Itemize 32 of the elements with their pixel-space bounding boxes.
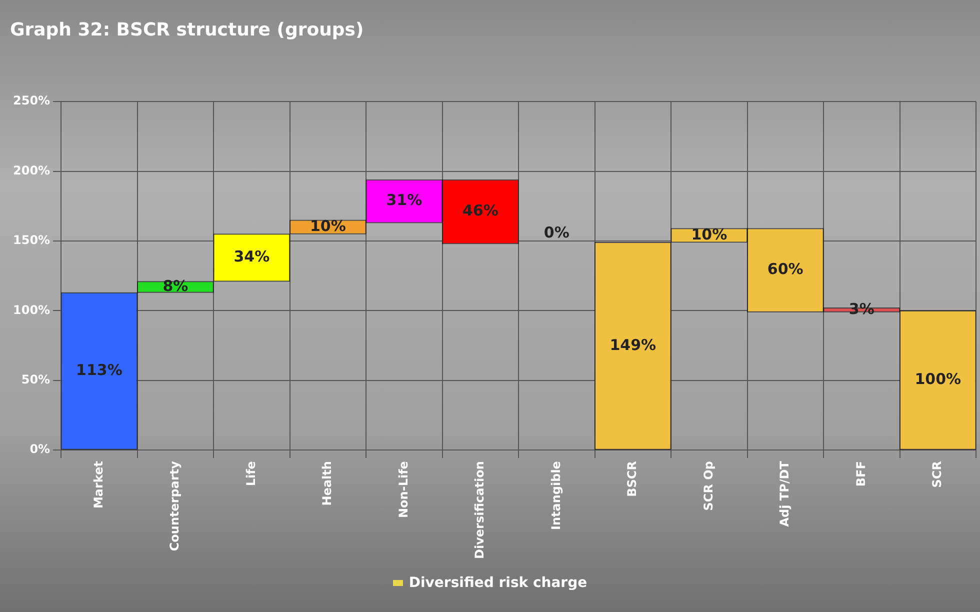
y-tick-label: 50% [21, 372, 50, 386]
x-tick-label: SCR Op [701, 460, 716, 511]
data-label: 46% [462, 202, 498, 220]
data-label: 0% [544, 224, 570, 242]
x-tick-label: Adj TP/DT [778, 460, 792, 527]
data-label: 34% [234, 248, 270, 266]
x-tick-label: SCR [930, 461, 944, 488]
data-label: 10% [310, 216, 346, 235]
x-tick-label: Life [244, 461, 258, 486]
y-tick-label: 0% [30, 442, 50, 456]
data-label: 31% [386, 191, 422, 210]
x-tick-label: Counterparty [168, 460, 182, 552]
data-label: 113% [76, 360, 122, 379]
x-tick-label: BFF [854, 461, 868, 487]
x-tick-label: Diversification [472, 461, 487, 559]
data-label: 10% [691, 225, 728, 244]
x-tick-label: Intangible [548, 461, 563, 530]
data-label: 149% [610, 336, 656, 354]
x-tick-label: Health [320, 461, 334, 506]
y-tick-label: 200% [12, 163, 50, 178]
x-tick-label: BSCR [625, 461, 640, 497]
data-label: 100% [914, 370, 962, 388]
text: Diversified risk charge [408, 575, 588, 591]
x-tick-label: Non-Life [396, 461, 410, 518]
x-tick-label: Market [91, 460, 106, 509]
chart-title: Graph 32: BSCR structure (groups) [10, 19, 364, 40]
data-label: 60% [767, 260, 804, 278]
data-label: 8% [162, 276, 188, 295]
y-tick-label: 150% [12, 233, 50, 248]
y-tick-label: 100% [12, 302, 50, 317]
y-tick-label: 250% [12, 94, 50, 108]
data-label: 3% [848, 300, 874, 318]
